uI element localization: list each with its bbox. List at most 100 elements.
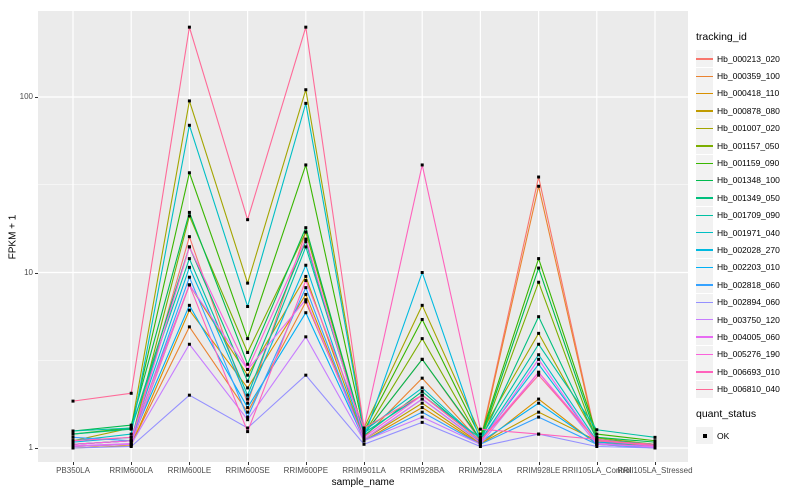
plot-canvas [38, 11, 688, 462]
data-point [246, 351, 250, 355]
legend-key-swatch [696, 84, 713, 102]
data-point [71, 439, 75, 443]
legend-item-label: Hb_001349_050 [717, 192, 780, 203]
legend-line-icon [696, 266, 713, 269]
legend-key-swatch [696, 241, 713, 259]
legend-key-swatch [696, 345, 713, 363]
legend-item: Hb_001007_020 [696, 119, 780, 137]
data-point [246, 386, 250, 390]
legend-key-swatch [696, 189, 713, 207]
data-point [246, 368, 250, 372]
legend-line-icon [696, 214, 713, 217]
data-point [304, 101, 308, 105]
data-point [420, 317, 424, 321]
data-point [129, 444, 133, 448]
data-point [537, 415, 541, 419]
data-point [362, 426, 366, 430]
data-point [71, 399, 75, 403]
data-point [246, 418, 250, 422]
legend-line-icon [696, 336, 713, 338]
data-point [187, 235, 191, 239]
data-point [420, 337, 424, 341]
legend-item-label: Hb_001157_050 [717, 140, 780, 151]
legend-line-icon [696, 197, 713, 199]
data-point [129, 423, 133, 427]
data-point [537, 257, 541, 261]
legend-key-swatch [696, 258, 713, 276]
data-point [246, 337, 250, 341]
legend-key-swatch [696, 50, 713, 68]
data-point [537, 373, 541, 377]
data-point [304, 373, 308, 377]
legend-item: Hb_002894_060 [696, 293, 780, 311]
legend-item-label: Hb_003750_120 [717, 314, 780, 325]
quant-key-swatch [696, 427, 713, 444]
data-point [595, 439, 599, 443]
legend-key-swatch [696, 293, 713, 311]
legend-item: Hb_000359_100 [696, 67, 780, 85]
legend-line-icon [696, 353, 713, 356]
x-tick-label: PB350LA [56, 466, 90, 475]
legend-item: Hb_001348_100 [696, 171, 780, 189]
legend-key-swatch [696, 311, 713, 329]
data-point [595, 432, 599, 436]
data-point [420, 415, 424, 419]
data-point [304, 163, 308, 167]
legend-item-label: Hb_000878_080 [717, 105, 780, 116]
data-point [304, 88, 308, 92]
data-point [304, 300, 308, 304]
x-tick-label: RRIM928LA [458, 466, 503, 475]
data-point [478, 441, 482, 445]
data-point [420, 389, 424, 393]
data-point [420, 401, 424, 405]
legend-item-label: Hb_001971_040 [717, 227, 780, 238]
data-point [304, 335, 308, 339]
legend-item-label: Hb_004005_060 [717, 331, 780, 342]
quant-legend-items: OK [696, 427, 780, 444]
x-tick-label: RRII105LA_Stressed [617, 466, 693, 475]
data-point [362, 442, 366, 446]
data-point [537, 266, 541, 270]
data-point [537, 432, 541, 436]
legend-item-label: Hb_006693_010 [717, 366, 780, 377]
legend-item: Hb_006693_010 [696, 363, 780, 381]
legend-line-icon [696, 75, 713, 77]
data-point [187, 123, 191, 127]
data-point [537, 184, 541, 188]
quant-legend-item: OK [696, 427, 780, 444]
data-point [420, 406, 424, 410]
legend-item: Hb_002818_060 [696, 276, 780, 294]
data-point [595, 442, 599, 446]
legend-key-swatch [696, 67, 713, 85]
data-point [246, 401, 250, 405]
x-tick-label: RRII105LA_Control [562, 466, 632, 475]
data-point [537, 331, 541, 335]
data-point [478, 427, 482, 431]
data-point [653, 435, 657, 439]
data-point [595, 435, 599, 439]
legend-items: Hb_000213_020 Hb_000359_100 Hb_000418_110 H… [696, 50, 780, 398]
x-tick-mark [247, 462, 249, 465]
data-point [304, 263, 308, 267]
legend-line-icon [696, 92, 713, 95]
x-tick-mark [422, 462, 424, 465]
x-tick-label: RRIM600LA [109, 466, 153, 475]
data-point [246, 426, 250, 430]
data-point [246, 430, 250, 434]
legend-item-label: Hb_000359_100 [717, 71, 780, 82]
legend-item: Hb_001971_040 [696, 224, 780, 242]
y-tick-mark [35, 448, 38, 449]
data-point [362, 437, 366, 441]
legend-key-swatch [696, 171, 713, 189]
data-point [478, 444, 482, 448]
x-tick-label: RRIM600SE [225, 466, 270, 475]
data-point [187, 245, 191, 249]
data-point [537, 353, 541, 357]
legend-line-icon [696, 58, 713, 60]
y-tick-mark [35, 97, 38, 98]
legend-line-icon [696, 127, 713, 130]
data-point [420, 357, 424, 361]
data-point [246, 281, 250, 285]
data-point [246, 373, 250, 377]
data-point [304, 286, 308, 290]
